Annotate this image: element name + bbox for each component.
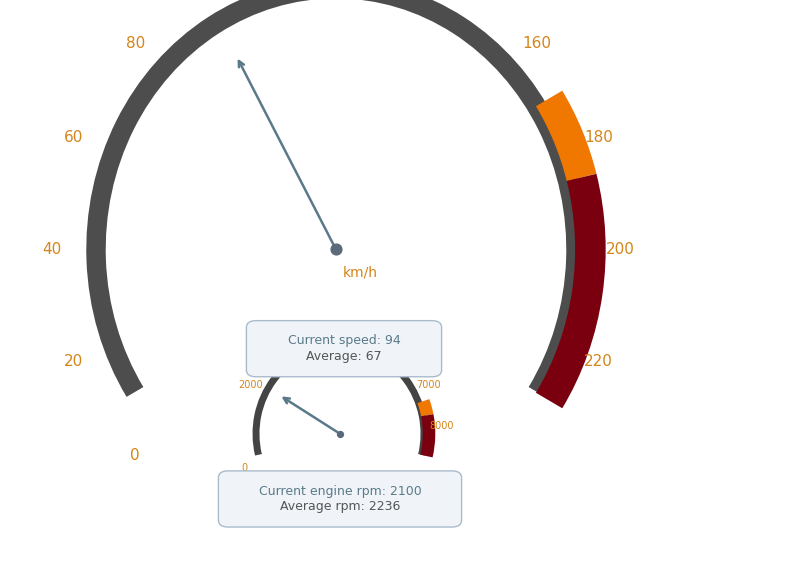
Text: 160: 160 [522, 36, 551, 50]
Text: 20: 20 [64, 354, 83, 369]
Text: 200: 200 [606, 242, 634, 257]
Text: 0: 0 [242, 463, 247, 473]
FancyBboxPatch shape [218, 471, 462, 527]
Point [330, 245, 342, 254]
Text: km/h: km/h [342, 265, 378, 279]
Text: Current speed: 94: Current speed: 94 [288, 335, 400, 347]
Point [334, 429, 346, 438]
Text: 80: 80 [126, 36, 145, 50]
Text: 60: 60 [64, 130, 83, 145]
Text: 220: 220 [584, 354, 613, 369]
Text: Current engine rpm: 2100: Current engine rpm: 2100 [258, 485, 422, 497]
Text: 4000: 4000 [306, 331, 330, 341]
Text: 0: 0 [130, 448, 140, 463]
Text: 7000: 7000 [417, 380, 442, 390]
Text: 40: 40 [42, 242, 62, 257]
FancyBboxPatch shape [246, 320, 442, 376]
Text: 2000: 2000 [238, 380, 263, 390]
Text: Average rpm: 2236: Average rpm: 2236 [280, 501, 400, 513]
Text: Average: 67: Average: 67 [306, 350, 382, 363]
Text: 180: 180 [584, 130, 613, 145]
Text: 8000: 8000 [429, 421, 454, 431]
